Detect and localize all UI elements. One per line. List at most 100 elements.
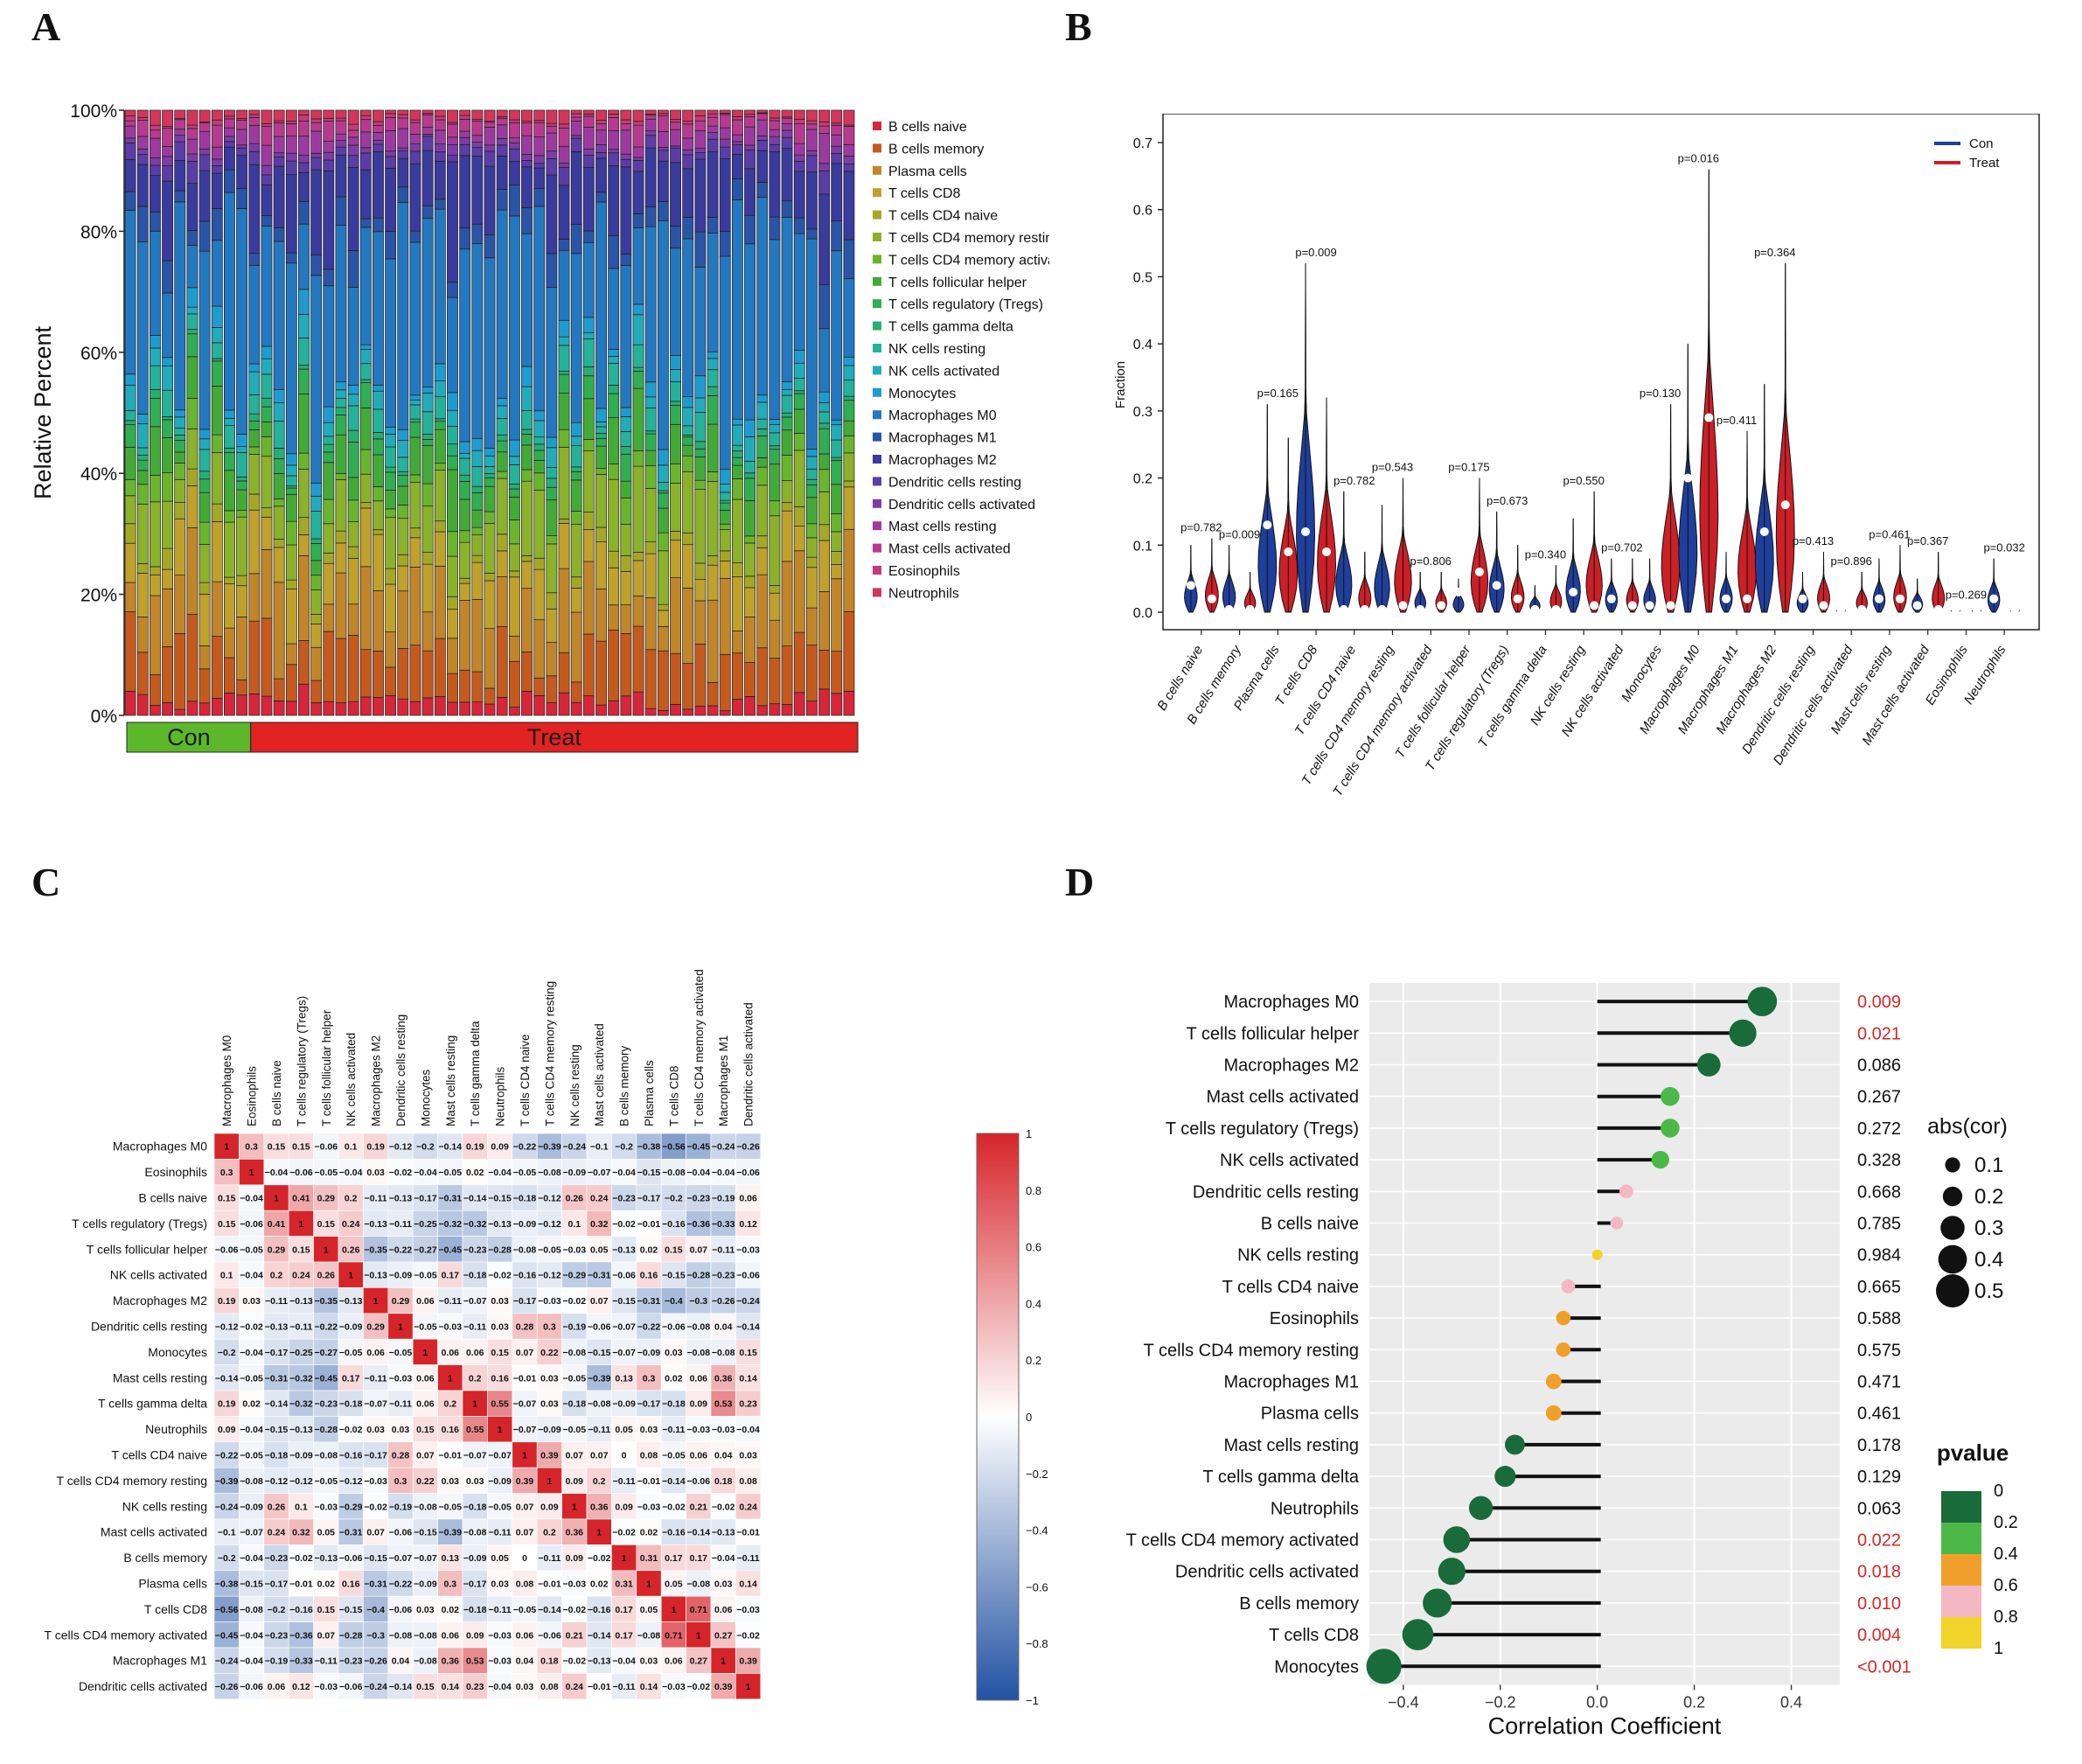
bar-segment-mast-cells-resting [831, 134, 843, 147]
bar-segment-monocytes [843, 356, 855, 366]
bar-segment-t-cells-cd8 [670, 540, 681, 578]
bar-segment-nk-cells-activated [298, 314, 310, 338]
bar-segment-macrophages-m0 [248, 265, 261, 365]
bar-segment-monocytes [670, 354, 681, 370]
bar-segment-monocytes [508, 439, 520, 457]
bar-segment-b-cells-memory [496, 625, 508, 698]
bar-segment-b-cells-memory [831, 651, 843, 694]
bar-segment-neutrophils [694, 109, 707, 116]
heatmap-cell [735, 1647, 762, 1674]
panel-label-b: B [1065, 4, 1092, 49]
heatmap-cell-value: 0.06 [416, 1296, 435, 1307]
bar-segment-plasma-cells [582, 561, 595, 635]
heatmap-cell-value: −0.01 [637, 1476, 661, 1487]
column-label-b-cells-naive: B cells naive [270, 1060, 283, 1126]
heatmap-cell [263, 1184, 289, 1211]
violin-treat-t-cells-regulatory-tregs-median [1513, 594, 1522, 603]
heatmap-cell-value: 0.71 [665, 1630, 683, 1641]
bar-segment-eosinophils [707, 113, 719, 118]
bar-segment-plasma-cells [694, 600, 707, 645]
bar-segment-t-cells-cd4-memory-resting [236, 516, 248, 576]
bar-segment-dendritic-cells-activated [781, 129, 793, 138]
bar-segment-t-cells-follicular-helper [347, 477, 359, 501]
bar-segment-dendritic-cells-activated [682, 150, 694, 156]
heatmap-cell-value: 0.1 [345, 1142, 358, 1153]
bar-segment-monocytes [224, 409, 235, 419]
bar-segment-macrophages-m2 [570, 151, 582, 225]
bar-segment-t-cells-cd4-memory-resting [285, 544, 297, 581]
heatmap-cell-value: 0.27 [714, 1630, 733, 1641]
bar-segment-macrophages-m2 [682, 168, 694, 218]
bar-segment-eosinophils [385, 113, 397, 118]
heatmap-cell [710, 1544, 736, 1572]
bar-segment-plasma-cells [373, 590, 384, 652]
heatmap-cell [735, 1159, 762, 1186]
bar-segment-macrophages-m0 [421, 218, 434, 387]
bar-segment-macrophages-m1 [373, 217, 384, 233]
heatmap-cell-value: −0.16 [662, 1219, 686, 1230]
heatmap-cell-value: −0.09 [513, 1219, 537, 1230]
bar-segment-dendritic-cells-resting [310, 157, 323, 171]
bar-segment-t-cells-cd8 [756, 547, 769, 575]
bar-segment-t-cells-cd4-naive [719, 550, 731, 561]
heatmap-cell-value: 0.3 [245, 1142, 258, 1153]
bar-segment-t-cells-cd4-memory-resting [484, 522, 496, 574]
bar-segment-neutrophils [373, 109, 384, 122]
color-legend-tick: 0 [1994, 1482, 2003, 1501]
legend-label-t-cells-cd4-naive: T cells CD4 naive [888, 209, 998, 224]
bar-segment-b-cells-memory [136, 652, 149, 695]
bar-segment-nk-cells-activated [310, 495, 323, 512]
heatmap-cell [735, 1595, 762, 1622]
bar-segment-plasma-cells [682, 588, 694, 664]
bar-segment-nk-cells-resting [136, 447, 149, 456]
bar-segment-t-cells-follicular-helper [707, 423, 719, 472]
heatmap-cell [387, 1518, 414, 1545]
bar-segment-dendritic-cells-resting [285, 160, 297, 175]
bar-segment-t-cells-follicular-helper [298, 394, 310, 454]
heatmap-cell [313, 1236, 339, 1263]
bar-segment-plasma-cells [644, 597, 657, 651]
bar-segment-mast-cells-resting [397, 128, 409, 149]
colorbar-tick-label: 0.2 [1026, 1354, 1041, 1367]
bar-segment-mast-cells-resting [570, 121, 582, 136]
heatmap-cell-value: −0.13 [389, 1194, 413, 1204]
bar-segment-t-cells-follicular-helper [533, 460, 546, 474]
size-legend-label: 0.2 [1974, 1185, 2003, 1209]
group-label-con: Con [167, 724, 211, 750]
x-tick-label-d: 0.0 [1586, 1693, 1608, 1711]
heatmap-cell [536, 1133, 562, 1160]
y-tick-label-b: 0.7 [1133, 136, 1152, 151]
bar-segment-t-cells-cd8 [793, 526, 805, 552]
bar-segment-nk-cells-activated [781, 389, 793, 396]
bar-segment-nk-cells-resting [744, 461, 756, 474]
heatmap-cell-value: 0.55 [491, 1399, 509, 1410]
heatmap-cell [363, 1441, 389, 1468]
bar-segment-mast-cells-resting [409, 134, 421, 145]
bar-segment-monocytes [397, 429, 409, 441]
row-label-t-cells-cd4-memory-activated: T cells CD4 memory activated [1126, 1531, 1359, 1551]
heatmap-cell-value: −0.3 [689, 1296, 707, 1307]
row-label-plasma-cells: Plasma cells [1261, 1405, 1359, 1424]
heatmap-cell-value: 0.06 [739, 1194, 757, 1204]
column-label-nk-cells-resting: NK cells resting [568, 1044, 581, 1126]
bar-segment-t-cells-regulatory-tregs [558, 373, 570, 394]
bar-segment-macrophages-m2 [434, 160, 446, 200]
heatmap-cell-value: −0.28 [488, 1245, 512, 1255]
plot-frame-b [1162, 114, 2040, 631]
heatmap-cell [437, 1441, 463, 1468]
bar-segment-b-cells-memory [508, 660, 520, 708]
bar-segment-mast-cells-activated [769, 120, 781, 130]
bar-segment-t-cells-cd4-memory-activated [459, 530, 471, 543]
bar-segment-dendritic-cells-resting [719, 146, 731, 159]
heatmap-cell-value: −0.09 [563, 1168, 587, 1178]
bar-segment-mast-cells-activated [644, 115, 657, 120]
heatmap-cell-value: −0.03 [736, 1605, 760, 1615]
violin-con-b-cells-naive-median [1186, 581, 1195, 590]
heatmap-cell [313, 1390, 339, 1417]
bar-segment-t-cells-gamma-delta [781, 412, 793, 418]
bar-segment-eosinophils [582, 113, 595, 117]
bar-segment-nk-cells-activated [471, 450, 484, 467]
bar-segment-nk-cells-resting [248, 394, 261, 415]
bar-segment-macrophages-m2 [285, 174, 297, 254]
heatmap-cell-value: 0.13 [442, 1553, 460, 1564]
